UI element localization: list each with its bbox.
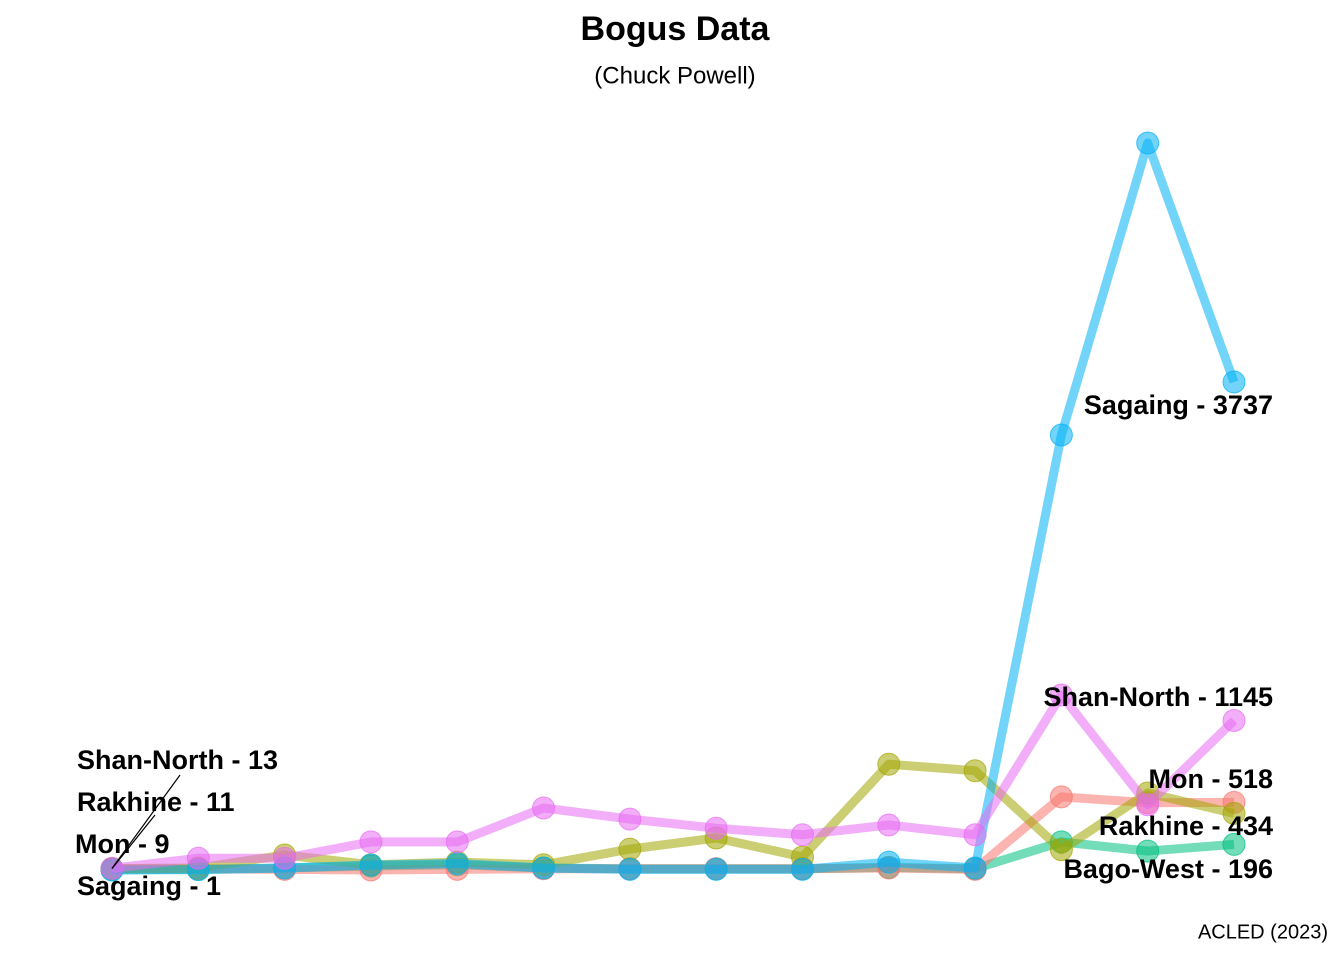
point <box>963 856 987 880</box>
series-line <box>111 690 1238 873</box>
point <box>963 759 987 783</box>
point <box>618 857 642 881</box>
point <box>790 823 814 847</box>
value-label: Shan-North - 13 <box>77 745 278 775</box>
point <box>1222 832 1246 856</box>
point <box>704 857 728 881</box>
point <box>704 816 728 840</box>
series-line <box>111 138 1239 875</box>
point <box>1136 839 1160 863</box>
value-label: Rakhine - 11 <box>77 787 235 817</box>
point <box>532 796 556 820</box>
point <box>618 837 642 861</box>
point <box>877 752 901 776</box>
chart-subtitle: (Chuck Powell) <box>594 62 755 89</box>
chart-title: Bogus Data <box>581 10 771 48</box>
point <box>1049 838 1073 862</box>
value-label: Shan-North - 1145 <box>1043 682 1273 712</box>
value-label: Rakhine - 434 <box>1099 811 1273 841</box>
point <box>359 830 383 854</box>
point <box>1222 801 1246 825</box>
value-label: Mon - 518 <box>1148 764 1273 794</box>
point <box>618 807 642 831</box>
caption: ACLED (2023) <box>1198 921 1328 943</box>
value-label: Sagaing - 1 <box>77 871 221 901</box>
point <box>1136 131 1160 155</box>
point <box>186 846 210 870</box>
point <box>445 830 469 854</box>
point <box>877 850 901 874</box>
value-label: Bago-West - 196 <box>1063 854 1273 884</box>
leader-line <box>111 814 156 869</box>
point <box>1049 683 1073 707</box>
point <box>1049 785 1073 809</box>
point <box>790 857 814 881</box>
point <box>1049 423 1073 447</box>
point <box>359 853 383 877</box>
point <box>1222 370 1246 394</box>
point <box>1222 708 1246 732</box>
point <box>273 846 297 870</box>
point <box>445 851 469 875</box>
series <box>100 683 1246 880</box>
leader-line <box>111 774 181 869</box>
point <box>877 813 901 837</box>
point <box>963 823 987 847</box>
point <box>532 856 556 880</box>
point <box>1136 793 1160 817</box>
value-label: Sagaing - 3737 <box>1084 390 1273 420</box>
